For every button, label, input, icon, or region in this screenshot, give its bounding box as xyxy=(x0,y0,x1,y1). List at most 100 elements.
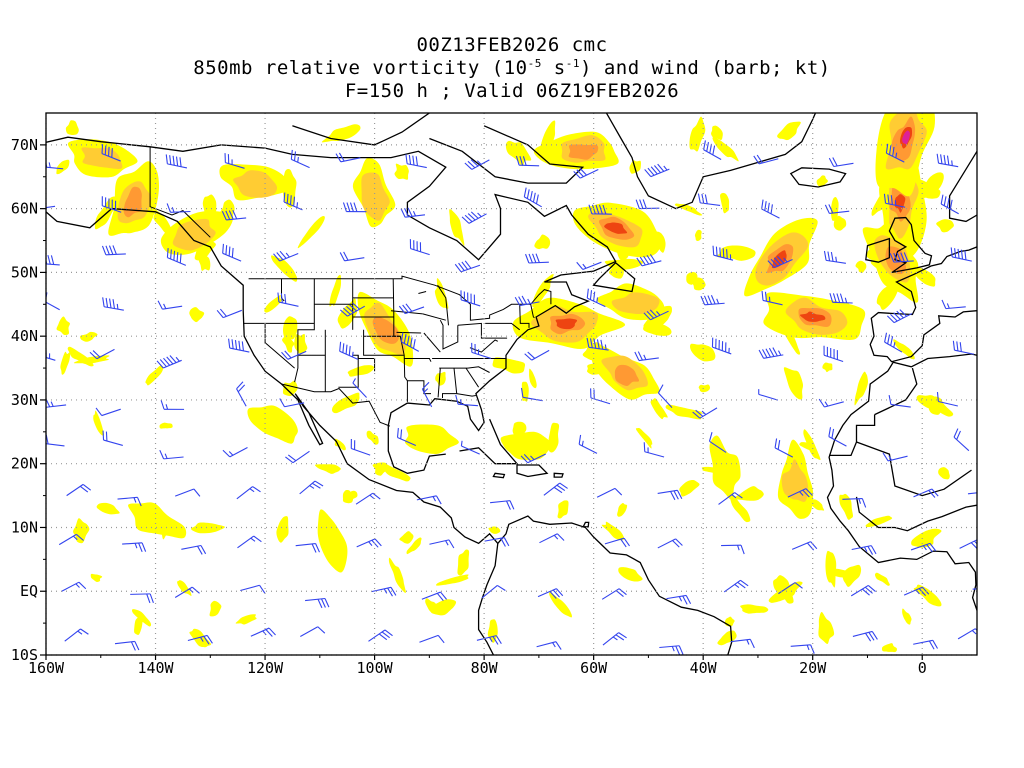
title-line1-text: 00Z13FEB2026 cmc xyxy=(416,34,608,56)
vorticity-patch xyxy=(134,616,143,635)
wind-barb xyxy=(46,205,56,209)
coast-arctic-islands-1 xyxy=(292,113,430,146)
wind-barb xyxy=(643,309,669,321)
wind-barb xyxy=(941,299,966,310)
map-title-line3: F=150 h ; Valid 06Z19FEB2026 xyxy=(0,80,1024,102)
border-western-sahara xyxy=(829,414,876,457)
vorticity-patch xyxy=(449,209,465,246)
state-border xyxy=(392,278,408,402)
vorticity-level-2 xyxy=(781,459,809,502)
wind-barb xyxy=(236,381,247,407)
coast-africa-west xyxy=(826,353,977,611)
wind-barb xyxy=(703,140,722,160)
state-border xyxy=(442,393,457,398)
vorticity-patch xyxy=(264,294,284,313)
vorticity-patch xyxy=(711,125,723,140)
vorticity-patch xyxy=(145,365,164,386)
wind-barb xyxy=(903,586,930,597)
vorticity-patch xyxy=(487,619,498,643)
wind-barb xyxy=(910,542,937,553)
vorticity-patch xyxy=(839,493,854,520)
vorticity-patch xyxy=(733,486,764,501)
vorticity-patch xyxy=(153,208,172,234)
vorticity-patch xyxy=(372,462,389,476)
wind-barb xyxy=(342,202,367,213)
wind-barb xyxy=(823,250,846,264)
vorticity-shading xyxy=(56,113,954,653)
wind-barb xyxy=(60,581,87,593)
vorticity-patch xyxy=(876,284,899,310)
title-exponent-1: -5 xyxy=(527,57,542,70)
state-border xyxy=(519,304,530,328)
vorticity-patch xyxy=(331,392,360,414)
wind-barb xyxy=(368,629,393,642)
vorticity-patch xyxy=(297,216,325,249)
state-border xyxy=(485,322,521,331)
wind-barb xyxy=(101,245,126,256)
coast-newfoundland xyxy=(592,261,636,293)
vorticity-patch xyxy=(674,203,703,216)
vorticity-level-4 xyxy=(799,311,826,322)
vorticity-patch xyxy=(294,333,308,354)
wind-barb xyxy=(117,496,142,507)
wind-barb xyxy=(523,187,542,208)
wind-barb xyxy=(888,394,911,408)
vorticity-level-4 xyxy=(604,222,628,234)
wind-barb xyxy=(339,302,366,317)
coast-trinidad xyxy=(582,521,590,528)
wind-barb xyxy=(157,300,183,310)
vorticity-patch xyxy=(893,339,915,360)
vorticity-patch xyxy=(881,643,897,653)
vorticity-patch xyxy=(665,404,702,420)
vorticity-patch xyxy=(321,124,361,143)
wind-barb xyxy=(828,427,847,447)
vorticity-patch xyxy=(694,229,702,242)
vorticity-level-4 xyxy=(555,318,578,330)
wind-barb xyxy=(657,384,673,409)
wind-barb xyxy=(237,535,262,549)
wind-barb xyxy=(490,500,515,510)
wind-barb xyxy=(187,634,213,645)
lon-tick-label: 140W xyxy=(137,659,174,677)
vorticity-patch xyxy=(712,137,739,162)
wind-barb xyxy=(588,204,612,215)
vorticity-patch xyxy=(716,245,756,261)
coast-north-america-east xyxy=(46,136,617,474)
state-border xyxy=(338,355,359,388)
wind-barb xyxy=(586,288,606,308)
state-border xyxy=(456,393,476,397)
axis-ticks xyxy=(40,144,923,660)
wind-barb xyxy=(429,539,455,549)
wind-barb xyxy=(514,295,540,307)
map-title-line1: 00Z13FEB2026 cmc xyxy=(0,34,1024,56)
title-line3-text: F=150 h ; Valid 06Z19FEB2026 xyxy=(344,80,680,102)
border-alaska-canada xyxy=(149,146,211,238)
vorticity-patch xyxy=(534,234,551,250)
coastlines xyxy=(46,113,977,655)
lat-tick-label: 70N xyxy=(11,136,38,154)
lat-tick-label: EQ xyxy=(20,582,38,600)
wind-barb xyxy=(300,626,326,637)
wind-barb xyxy=(471,342,492,359)
vorticity-patch xyxy=(818,612,835,644)
wind-barb xyxy=(573,167,599,179)
vorticity-patch xyxy=(347,365,375,377)
vorticity-patch xyxy=(276,516,289,543)
vorticity-patch xyxy=(635,428,653,449)
wind-barb xyxy=(959,539,977,550)
wind-barb xyxy=(464,159,490,170)
lon-tick-label: 160W xyxy=(28,659,65,677)
wind-barb xyxy=(484,537,510,547)
wind-barb xyxy=(721,544,745,555)
vorticity-patch xyxy=(830,197,839,222)
lat-tick-label: 30N xyxy=(11,391,38,409)
border-us-mexico xyxy=(281,383,391,427)
state-border xyxy=(422,313,446,321)
state-border xyxy=(437,284,449,326)
wind-barb xyxy=(279,398,305,408)
wind-barb xyxy=(277,292,299,307)
vorticity-patch xyxy=(913,584,942,607)
wind-barb xyxy=(536,641,562,650)
vorticity-patch xyxy=(430,599,457,616)
